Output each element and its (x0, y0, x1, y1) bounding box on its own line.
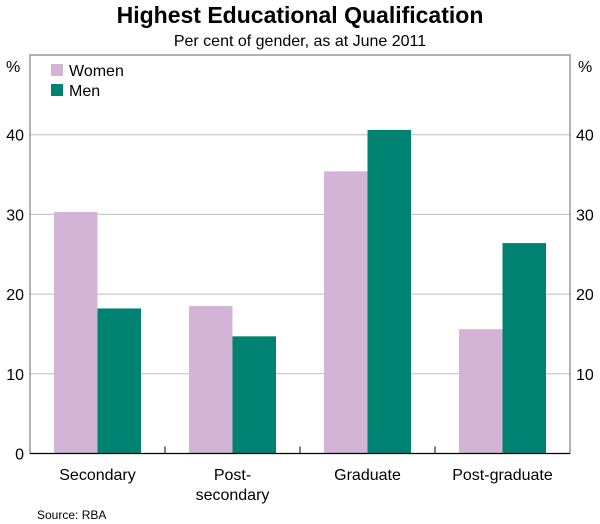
x-tick-label: Post-graduate (452, 467, 553, 484)
legend-swatch-men (51, 84, 63, 96)
y-tick-label-left: 40 (6, 128, 24, 145)
bar-men (502, 243, 546, 454)
bar-women (54, 212, 98, 454)
y-axis-label-left: % (6, 59, 20, 76)
chart-title: Highest Educational Qualification (116, 2, 484, 28)
bar-women (324, 171, 368, 454)
y-tick-label-left: 0 (15, 447, 24, 464)
bar-men (232, 336, 276, 454)
y-tick-label-left: 30 (6, 207, 24, 224)
bar-women (189, 306, 233, 454)
bar-men (97, 308, 141, 454)
y-tick-label-left: 10 (6, 367, 24, 384)
bar-women (459, 329, 503, 454)
x-tick-label: Secondary (59, 467, 136, 484)
bar-men (367, 129, 411, 454)
chart-subtitle: Per cent of gender, as at June 2011 (173, 33, 427, 50)
x-tick-label: Post- (214, 467, 251, 484)
legend-swatch-women (51, 64, 63, 76)
y-tick-label-right: 20 (576, 287, 594, 304)
x-tick-label: secondary (196, 487, 270, 504)
legend-label-women: Women (69, 63, 124, 80)
y-tick-label-right: 30 (576, 207, 594, 224)
y-tick-label-right: 10 (576, 367, 594, 384)
y-axis-label-right: % (578, 59, 592, 76)
y-tick-label-right: 40 (576, 128, 594, 145)
y-tick-label-left: 20 (6, 287, 24, 304)
legend-label-men: Men (69, 83, 100, 100)
source-note: Source: RBA (37, 508, 107, 522)
x-tick-label: Graduate (334, 467, 401, 484)
